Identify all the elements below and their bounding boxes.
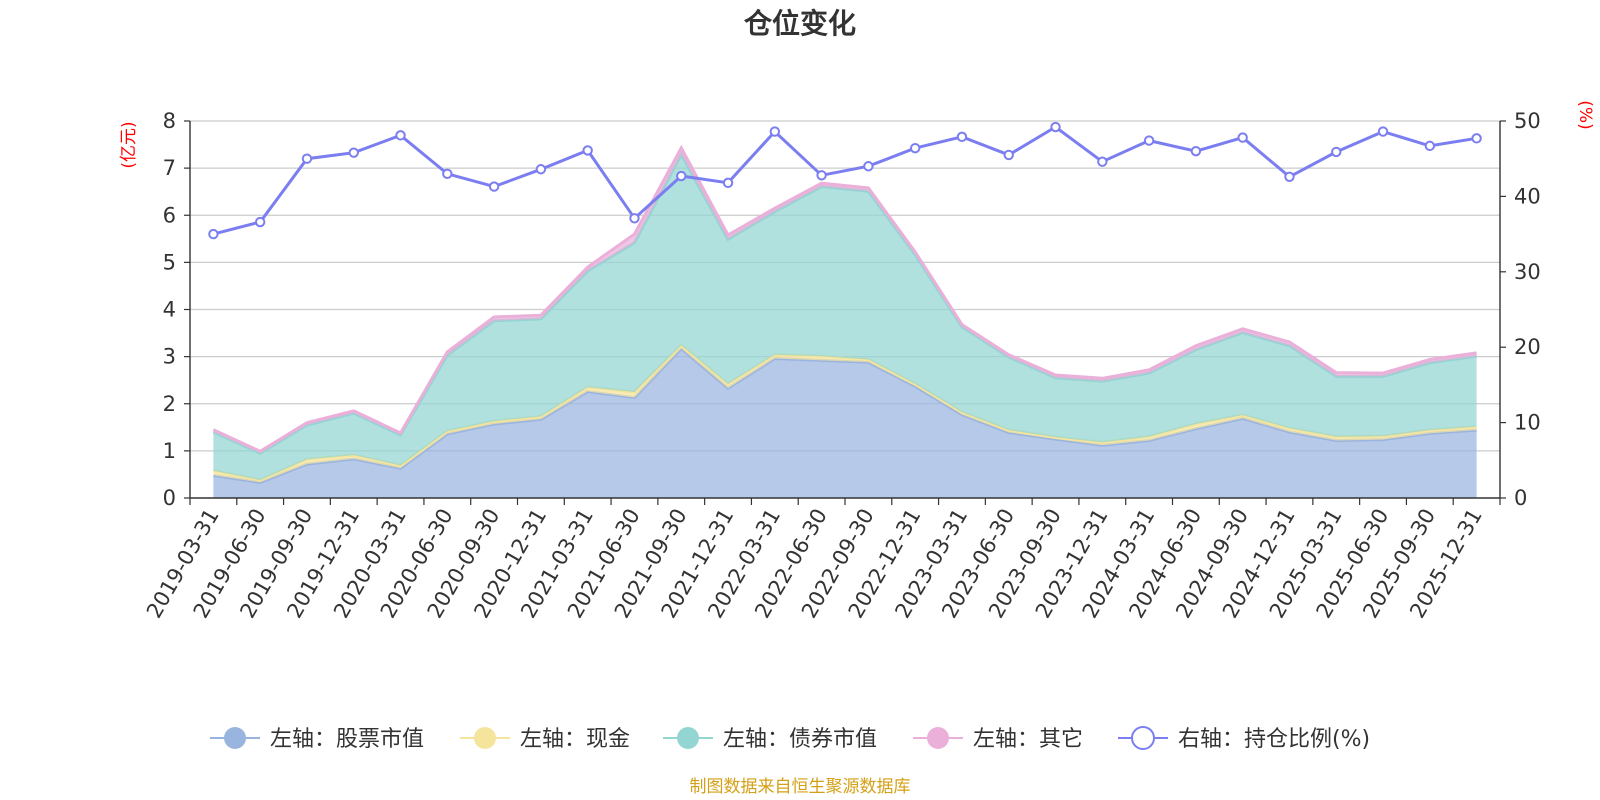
right-tick-label: 20 — [1514, 335, 1541, 359]
ratio-point — [1143, 135, 1155, 146]
left-tick-label: 4 — [163, 298, 176, 322]
ratio-point — [909, 142, 921, 154]
line-右轴：持仓比例(%) — [213, 125, 1477, 236]
legend-marker — [927, 727, 949, 749]
ratio-point — [722, 177, 734, 189]
left-tick-label: 6 — [163, 203, 176, 227]
legend-marker — [224, 727, 246, 749]
left-tick-label: 3 — [163, 345, 176, 369]
ratio-point — [629, 213, 640, 224]
legend-label: 左轴：其它 — [973, 727, 1083, 752]
legend-item[interactable]: 左轴：其它 — [913, 727, 1083, 752]
legend-marker — [1131, 726, 1155, 750]
left-axis-unit: (亿元) — [119, 121, 139, 168]
legend-item[interactable]: 左轴：现金 — [460, 727, 630, 752]
right-tick-label: 50 — [1514, 109, 1541, 133]
legend-marker — [677, 727, 699, 749]
ratio-point — [395, 130, 406, 141]
ratio-point — [488, 181, 500, 192]
ratio-point — [1424, 140, 1436, 152]
stacked-areas — [212, 144, 1477, 498]
ratio-point — [769, 126, 781, 137]
ratio-point — [1237, 132, 1248, 143]
left-tick-label: 1 — [163, 439, 176, 463]
legend-item[interactable]: 左轴：债券市值 — [663, 727, 877, 752]
ratio-point — [816, 170, 827, 181]
chart-title: 仓位变化 — [744, 7, 856, 40]
ratio-point — [254, 216, 266, 228]
legend-item[interactable]: 左轴：股票市值 — [210, 727, 424, 752]
ratio-line — [208, 121, 1482, 240]
ratio-point — [1471, 133, 1482, 144]
left-tick-label: 7 — [163, 156, 176, 180]
left-tick-label: 2 — [163, 392, 176, 416]
area-左轴：股票市值 — [213, 348, 1477, 498]
ratio-point — [1331, 146, 1342, 158]
ratio-point — [301, 153, 313, 164]
ratio-point — [676, 170, 687, 182]
ratio-point — [582, 145, 593, 156]
legend[interactable]: 左轴：股票市值 左轴：现金 左轴：债券市值 左轴：其它 右轴：持仓比例(%) — [210, 726, 1370, 752]
ratio-point — [1377, 126, 1389, 137]
data-source-note: 制图数据来自恒生聚源数据库 — [690, 777, 911, 797]
right-tick-label: 30 — [1514, 260, 1541, 284]
ratio-point — [535, 164, 547, 175]
ratio-point — [1190, 145, 1202, 157]
left-tick-label: 5 — [163, 250, 176, 274]
right-axis-unit: (%) — [1575, 100, 1595, 129]
left-tick-label: 8 — [163, 109, 176, 133]
right-tick-label: 10 — [1514, 411, 1541, 435]
left-tick-label: 0 — [163, 486, 176, 510]
ratio-point — [956, 131, 968, 143]
area-edge-左轴：股票市值 — [213, 346, 1477, 484]
ratio-point — [1050, 121, 1061, 133]
legend-label: 左轴：股票市值 — [270, 727, 424, 752]
area-edge-左轴：其它 — [212, 144, 1477, 453]
area-左轴：债券市值 — [213, 154, 1477, 481]
legend-label: 左轴：债券市值 — [723, 727, 877, 752]
ratio-point — [208, 228, 219, 240]
ratio-point — [1003, 149, 1014, 161]
ratio-point — [1097, 156, 1108, 167]
right-tick-label: 40 — [1514, 184, 1541, 208]
ratio-point — [863, 161, 874, 172]
legend-item[interactable]: 右轴：持仓比例(%) — [1118, 726, 1370, 752]
ratio-point — [1284, 171, 1295, 182]
legend-label: 右轴：持仓比例(%) — [1178, 727, 1370, 752]
right-tick-label: 0 — [1514, 486, 1527, 510]
legend-marker — [474, 727, 496, 749]
legend-label: 左轴：现金 — [520, 727, 630, 752]
ratio-point — [348, 147, 359, 158]
ratio-point — [442, 168, 453, 179]
